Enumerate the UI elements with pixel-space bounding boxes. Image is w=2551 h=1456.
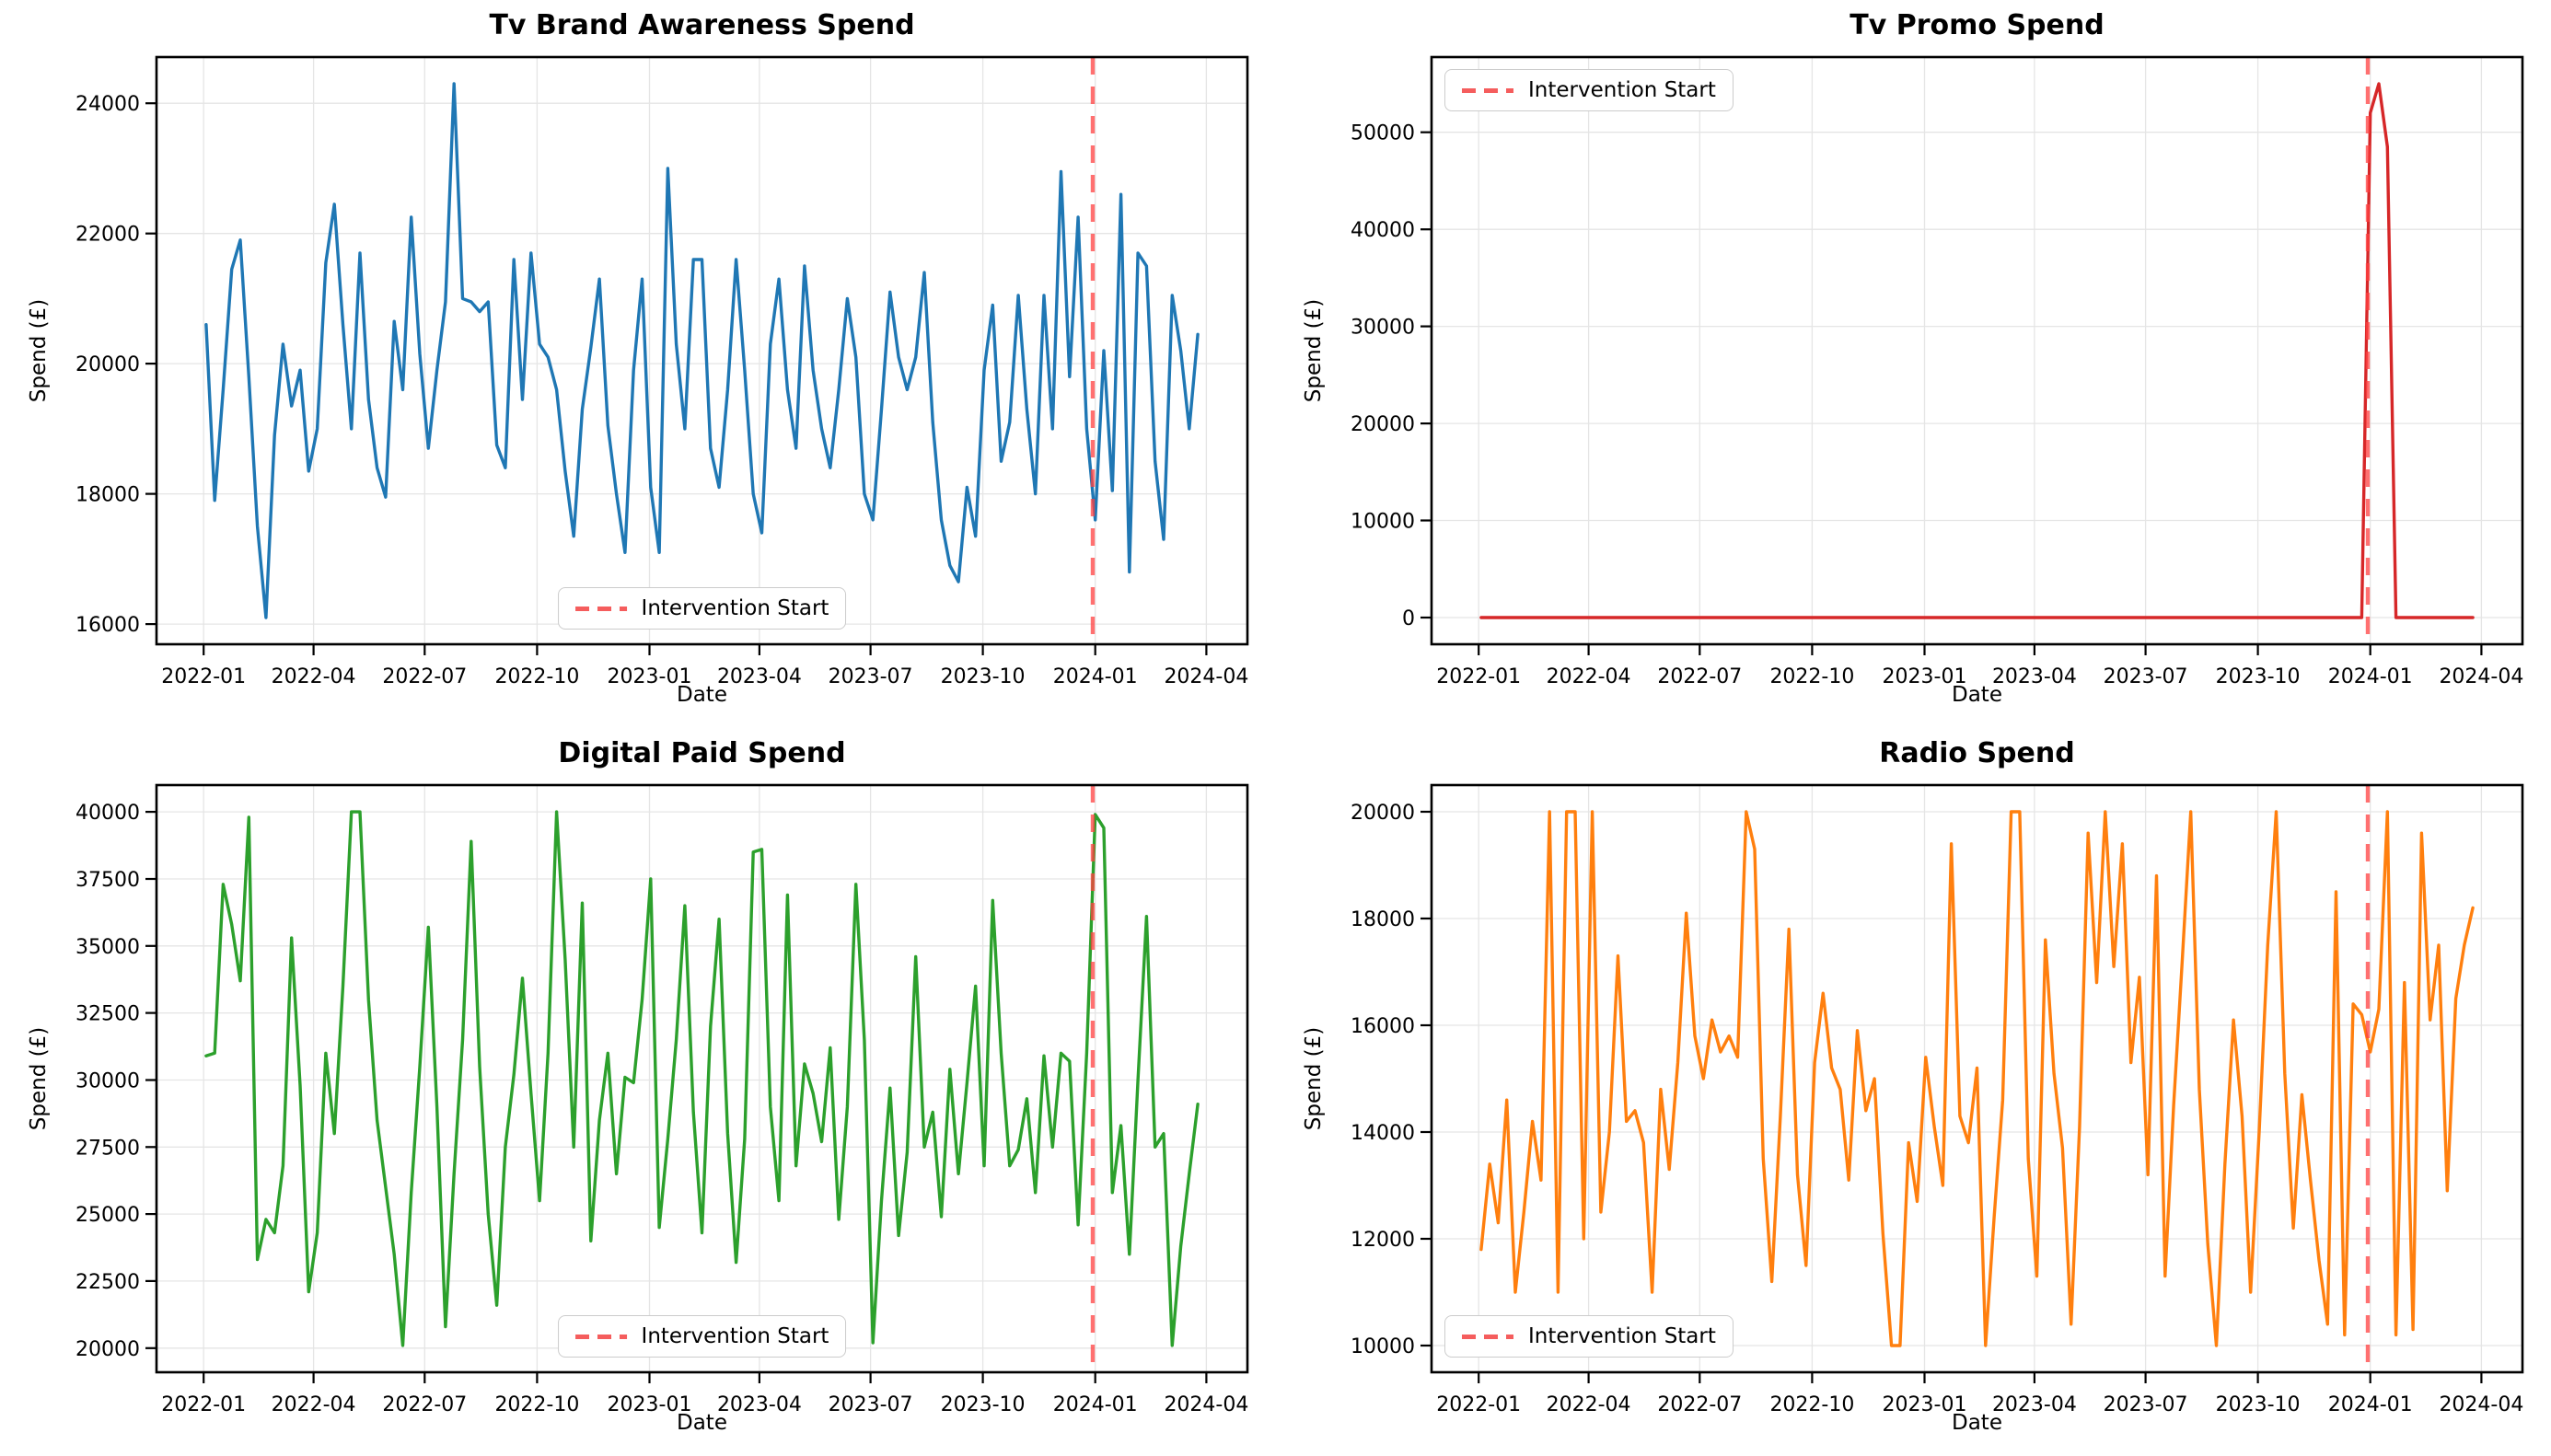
svg-text:2024-01: 2024-01 — [1053, 665, 1138, 688]
svg-text:20000: 20000 — [75, 353, 140, 376]
svg-text:50000: 50000 — [1351, 122, 1415, 145]
svg-text:40000: 40000 — [75, 802, 140, 825]
svg-text:2023-04: 2023-04 — [1992, 1393, 2077, 1416]
svg-text:2022-01: 2022-01 — [161, 665, 246, 688]
svg-text:2024-04: 2024-04 — [1164, 1393, 1248, 1416]
chart-tv-brand-awareness: Tv Brand Awareness Spend Spend (£) 16000… — [0, 0, 1275, 728]
svg-text:10000: 10000 — [1351, 1335, 1415, 1358]
plot-canvas: 10000 12000 14000 16000 18000 20000 2022-01 202… — [1351, 783, 2523, 1416]
svg-text:2023-10: 2023-10 — [941, 1393, 1026, 1416]
svg-text:16000: 16000 — [75, 614, 140, 637]
svg-text:2022-07: 2022-07 — [1657, 665, 1742, 688]
svg-text:2022-07: 2022-07 — [1657, 1393, 1742, 1416]
svg-text:2024-04: 2024-04 — [2439, 665, 2523, 688]
svg-text:18000: 18000 — [1351, 908, 1415, 931]
svg-text:2022-01: 2022-01 — [1436, 665, 1521, 688]
svg-text:32500: 32500 — [75, 1003, 140, 1026]
svg-text:2023-10: 2023-10 — [2216, 1393, 2301, 1416]
svg-text:2022-10: 2022-10 — [1769, 1393, 1854, 1416]
x-axis-label: Date — [677, 683, 727, 707]
svg-text:2024-04: 2024-04 — [2439, 1393, 2523, 1416]
svg-text:20000: 20000 — [75, 1338, 140, 1361]
svg-text:2023-01: 2023-01 — [608, 1393, 692, 1416]
svg-text:10000: 10000 — [1351, 511, 1415, 534]
svg-text:20000: 20000 — [1351, 413, 1415, 436]
svg-text:2024-01: 2024-01 — [1053, 1393, 1138, 1416]
svg-text:0: 0 — [1402, 607, 1415, 630]
svg-text:37500: 37500 — [75, 869, 140, 892]
svg-text:16000: 16000 — [1351, 1015, 1415, 1038]
svg-text:2023-01: 2023-01 — [1883, 1393, 1967, 1416]
chart-title: Tv Brand Awareness Spend — [489, 9, 915, 41]
svg-text:2022-04: 2022-04 — [1547, 665, 1631, 688]
x-axis-label: Date — [1952, 683, 2002, 707]
svg-text:25000: 25000 — [75, 1204, 140, 1227]
chart-digital-paid: Digital Paid Spend Spend (£) 20000 22500 2… — [0, 728, 1275, 1456]
svg-text:24000: 24000 — [75, 93, 140, 116]
svg-text:35000: 35000 — [75, 936, 140, 959]
x-axis-label: Date — [1952, 1411, 2002, 1435]
svg-text:2022-07: 2022-07 — [382, 665, 467, 688]
svg-text:27500: 27500 — [75, 1137, 140, 1160]
svg-text:2023-10: 2023-10 — [2216, 665, 2301, 688]
svg-text:12000: 12000 — [1351, 1229, 1415, 1252]
svg-text:2022-10: 2022-10 — [494, 1393, 579, 1416]
svg-text:18000: 18000 — [75, 484, 140, 507]
svg-text:30000: 30000 — [75, 1070, 140, 1093]
x-axis-label: Date — [677, 1411, 727, 1435]
svg-text:2022-04: 2022-04 — [272, 1393, 356, 1416]
svg-text:14000: 14000 — [1351, 1122, 1415, 1145]
chart-title: Radio Spend — [1879, 737, 2075, 769]
svg-text:22000: 22000 — [75, 224, 140, 247]
svg-text:2023-10: 2023-10 — [941, 665, 1026, 688]
svg-text:2024-04: 2024-04 — [1164, 665, 1248, 688]
svg-text:2022-10: 2022-10 — [1769, 665, 1854, 688]
svg-text:20000: 20000 — [1351, 802, 1415, 825]
svg-text:2023-07: 2023-07 — [829, 1393, 913, 1416]
chart-tv-promo: Tv Promo Spend Spend (£) 0 10000 20000 3000… — [1275, 0, 2551, 728]
chart-title: Tv Promo Spend — [1849, 9, 2105, 41]
svg-text:2023-04: 2023-04 — [717, 665, 802, 688]
svg-text:2022-07: 2022-07 — [382, 1393, 467, 1416]
svg-text:2023-04: 2023-04 — [1992, 665, 2077, 688]
svg-text:2023-01: 2023-01 — [1883, 665, 1967, 688]
svg-text:2023-04: 2023-04 — [717, 1393, 802, 1416]
svg-text:40000: 40000 — [1351, 219, 1415, 242]
plot-canvas: 0 10000 20000 30000 40000 50000 2022-01 2022-04… — [1351, 55, 2523, 688]
svg-text:2023-01: 2023-01 — [608, 665, 692, 688]
svg-text:2022-10: 2022-10 — [494, 665, 579, 688]
svg-text:2024-01: 2024-01 — [2328, 1393, 2413, 1416]
svg-text:2022-01: 2022-01 — [161, 1393, 246, 1416]
svg-text:2023-07: 2023-07 — [2104, 1393, 2188, 1416]
chart-title: Digital Paid Spend — [558, 737, 846, 769]
svg-text:2023-07: 2023-07 — [2104, 665, 2188, 688]
plot-canvas: 20000 22500 25000 27500 30000 32500 35000 37500… — [75, 783, 1248, 1416]
svg-text:2022-04: 2022-04 — [1547, 1393, 1631, 1416]
svg-text:30000: 30000 — [1351, 317, 1415, 340]
svg-text:2022-01: 2022-01 — [1436, 1393, 1521, 1416]
svg-text:2024-01: 2024-01 — [2328, 665, 2413, 688]
svg-text:2022-04: 2022-04 — [272, 665, 356, 688]
svg-text:2023-07: 2023-07 — [829, 665, 913, 688]
chart-radio: Radio Spend Spend (£) 10000 12000 14000 160… — [1275, 728, 2551, 1456]
svg-text:22500: 22500 — [75, 1271, 140, 1294]
plot-canvas: 16000 18000 20000 22000 24000 2022-01 2022-04 2… — [75, 55, 1248, 688]
